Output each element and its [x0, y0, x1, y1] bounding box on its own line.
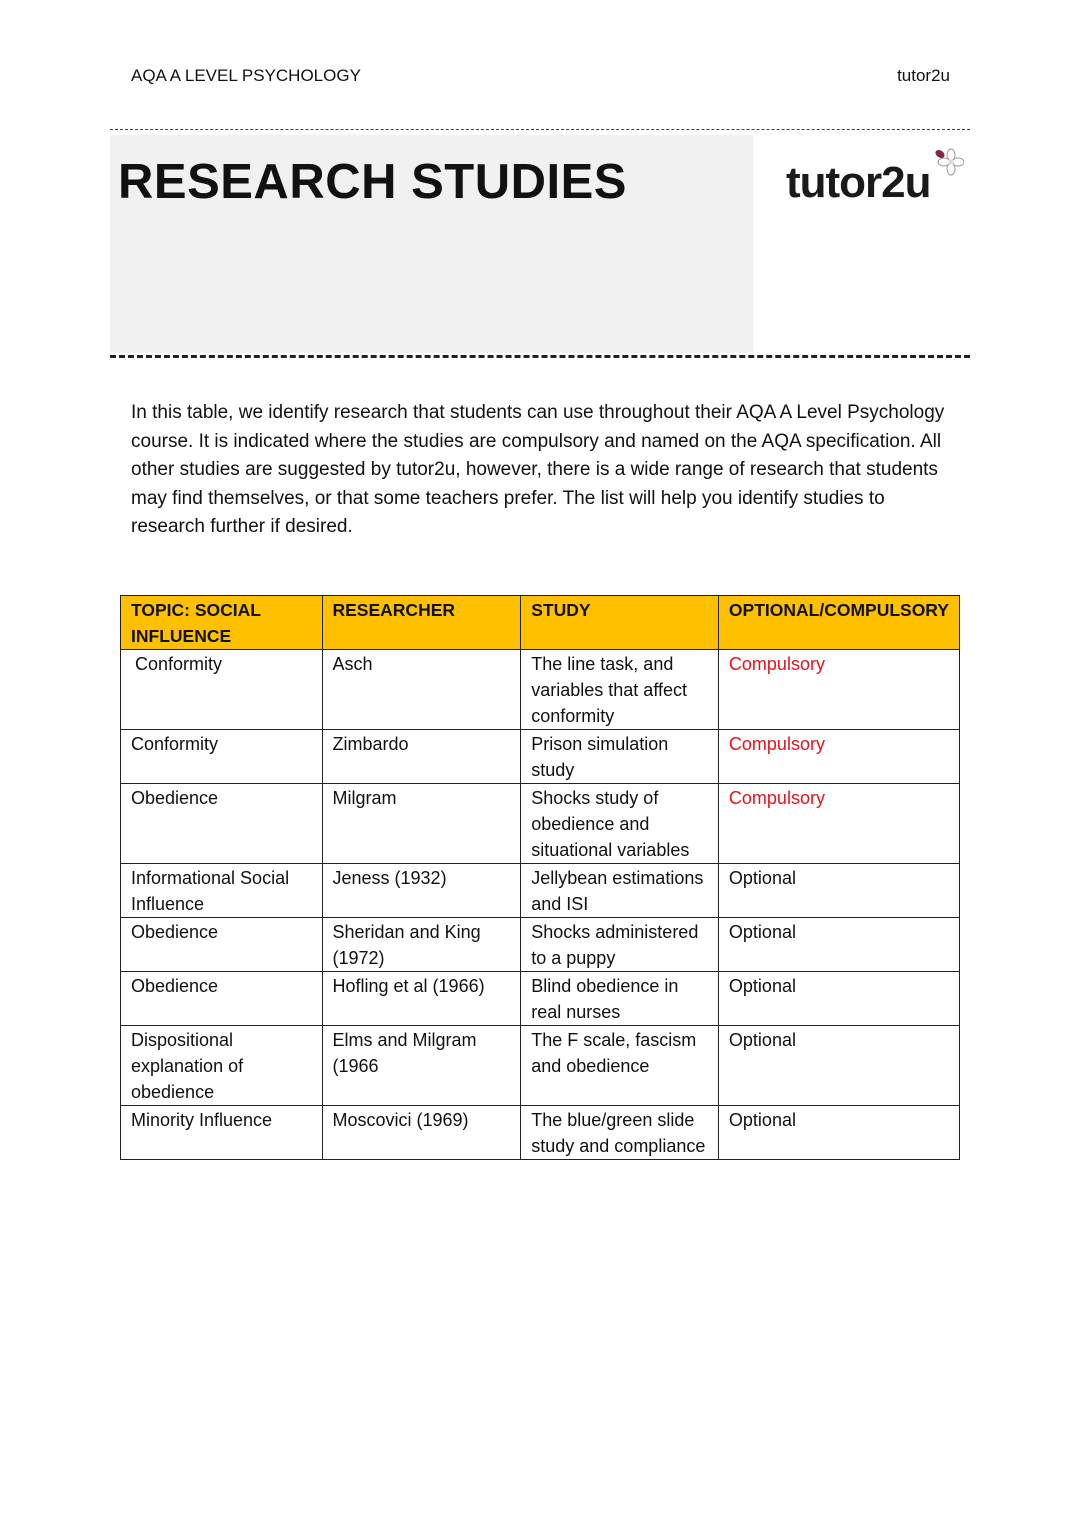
table-row: Obedience Milgram Shocks study of obedienc… — [120, 783, 961, 864]
cell-study: Jellybean estimations and ISI — [520, 863, 719, 918]
cell-topic: Conformity — [120, 649, 323, 730]
column-header: STUDY — [520, 595, 719, 650]
research-table: TOPIC: SOCIAL INFLUENCE RESEARCHER STUDY… — [120, 595, 961, 1160]
header-right: tutor2u — [897, 66, 950, 85]
cell-study: Shocks study of obedience and situationa… — [520, 783, 719, 864]
cell-study: Prison simulation study — [520, 729, 719, 784]
table-row: Obedience Hofling et al (1966) Blind obedi… — [120, 971, 961, 1026]
cell-topic: Conformity — [120, 729, 323, 784]
cell-researcher: Moscovici (1969) — [321, 1105, 522, 1160]
cell-study: The blue/green slide study and complianc… — [520, 1105, 719, 1160]
cell-status: Optional — [717, 1025, 961, 1106]
column-header: OPTIONAL/COMPULSORY — [717, 595, 961, 650]
cell-topic: Informational Social Influence — [120, 863, 323, 918]
table-row: Dispositional explanation of obedience El… — [120, 1025, 961, 1106]
cell-researcher: Elms and Milgram (1966 — [321, 1025, 522, 1106]
divider — [110, 129, 970, 130]
cell-status: Optional — [717, 917, 961, 972]
column-header: RESEARCHER — [321, 595, 522, 650]
cell-study: Blind obedience in real nurses — [520, 971, 719, 1026]
cell-status: Optional — [717, 971, 961, 1026]
title-banner — [110, 135, 753, 353]
table-row: Minority Influence Moscovici (1969) The bl… — [120, 1105, 961, 1160]
cell-researcher: Milgram — [321, 783, 522, 864]
cell-status: Compulsory — [717, 729, 961, 784]
cell-study: The line task, and variables that affect… — [520, 649, 719, 730]
column-header: TOPIC: SOCIAL INFLUENCE — [120, 595, 323, 650]
tutor2u-logo: tutor2u — [786, 148, 964, 208]
cell-status: Optional — [717, 1105, 961, 1160]
cell-topic: Obedience — [120, 783, 323, 864]
cell-study: The F scale, fascism and obedience — [520, 1025, 719, 1106]
table-row: Conformity Asch The line task, and variabl… — [120, 649, 961, 730]
cell-topic: Obedience — [120, 917, 323, 972]
cell-topic: Minority Influence — [120, 1105, 323, 1160]
cell-researcher: Asch — [321, 649, 522, 730]
cell-researcher: Sheridan and King (1972) — [321, 917, 522, 972]
flower-icon — [935, 148, 964, 176]
table-row: Obedience Sheridan and King (1972) Shocks … — [120, 917, 961, 972]
logo-text: tutor2u — [786, 158, 932, 207]
cell-researcher: Zimbardo — [321, 729, 522, 784]
cell-researcher: Hofling et al (1966) — [321, 971, 522, 1026]
cell-researcher: Jeness (1932) — [321, 863, 522, 918]
cell-study: Shocks administered to a puppy — [520, 917, 719, 972]
cell-status: Compulsory — [717, 649, 961, 730]
divider — [110, 355, 970, 358]
cell-topic: Dispositional explanation of obedience — [120, 1025, 323, 1106]
header-left: AQA A LEVEL PSYCHOLOGY — [131, 66, 361, 85]
page-title: RESEARCH STUDIES — [118, 155, 627, 209]
table-row: Conformity Zimbardo Prison simulation stud… — [120, 729, 961, 784]
table-row: Informational Social Influence Jeness (19… — [120, 863, 961, 918]
intro-paragraph: In this table, we identify research that… — [131, 402, 945, 537]
cell-topic: Obedience — [120, 971, 323, 1026]
cell-status: Compulsory — [717, 783, 961, 864]
cell-status: Optional — [717, 863, 961, 918]
